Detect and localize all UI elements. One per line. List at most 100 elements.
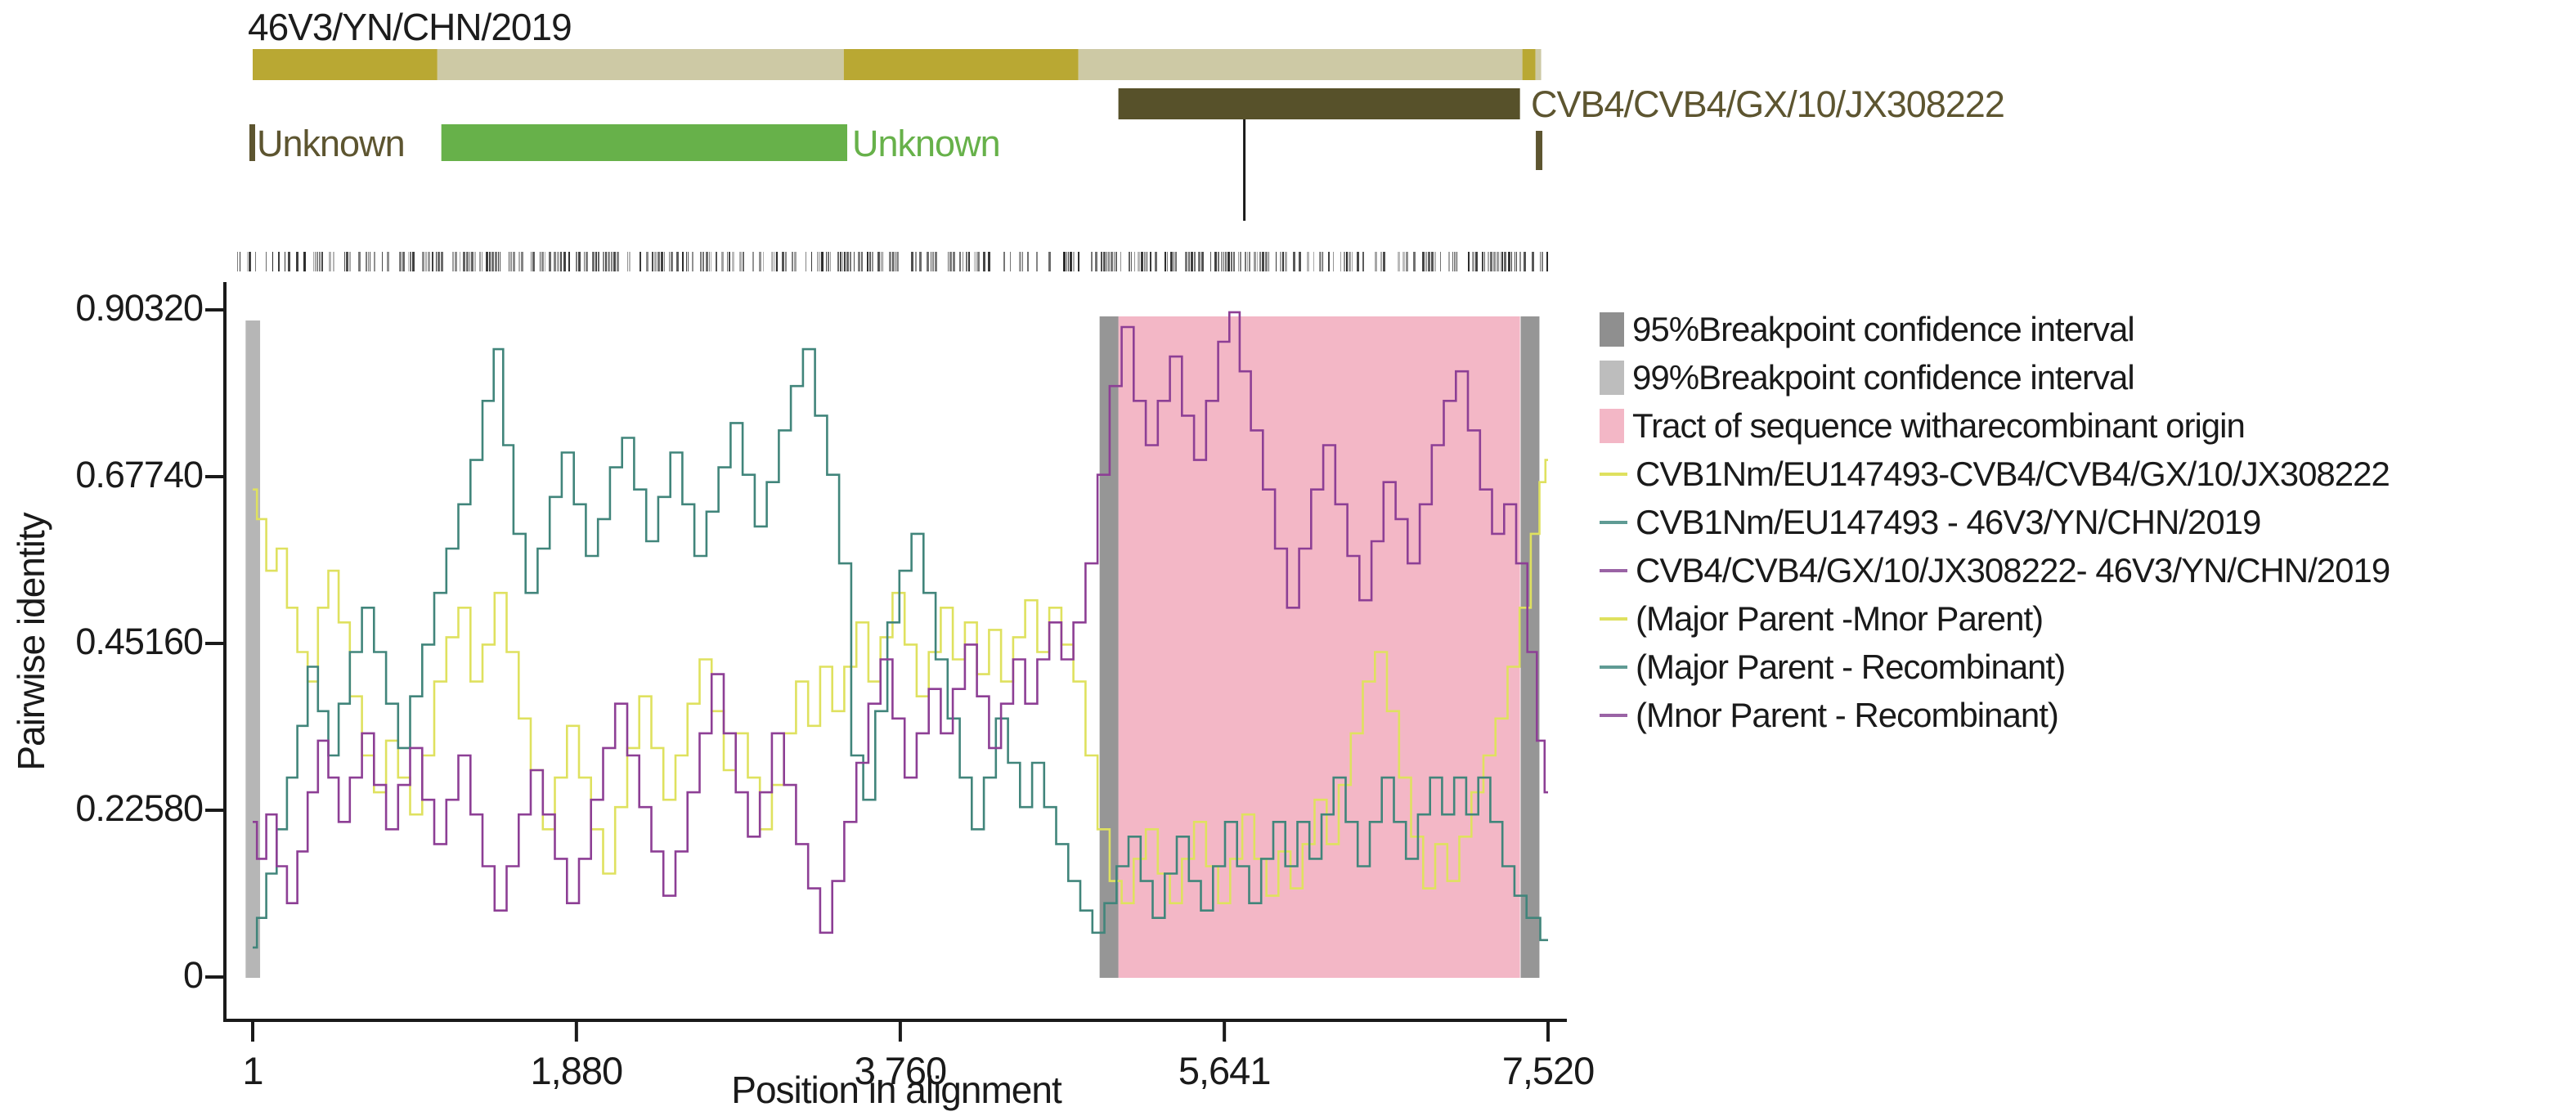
barcode-bar xyxy=(1268,252,1269,271)
barcode-bar xyxy=(700,252,702,271)
barcode-bar xyxy=(1223,252,1224,271)
legend: 95%Breakpoint confidence interval 99%Bre… xyxy=(1600,305,2390,739)
barcode-bar xyxy=(817,252,819,271)
barcode-bar xyxy=(603,252,604,271)
barcode-bar xyxy=(313,252,314,271)
barcode-bar xyxy=(1307,252,1309,271)
barcode-bar xyxy=(382,252,383,271)
barcode-bar xyxy=(915,252,917,271)
barcode-bar xyxy=(1454,252,1456,271)
barcode-bar xyxy=(959,252,961,271)
barcode-bar xyxy=(1448,252,1450,271)
barcode-bar xyxy=(1068,252,1069,271)
barcode-bar xyxy=(1091,252,1093,271)
x-tick-mark xyxy=(251,1022,254,1042)
barcode-bar xyxy=(1380,252,1382,271)
legend-item: (Major Parent -Mnor Parent) xyxy=(1600,594,2390,643)
barcode-bar xyxy=(495,252,497,271)
barcode-bar xyxy=(237,252,238,271)
barcode-bar xyxy=(1313,252,1314,271)
barcode-bar xyxy=(854,252,855,271)
barcode-bar xyxy=(319,252,321,271)
barcode-bar xyxy=(584,252,585,271)
barcode-bar xyxy=(1165,252,1166,271)
barcode-bar xyxy=(452,252,454,271)
barcode-bar xyxy=(932,252,934,271)
barcode-bar xyxy=(877,252,880,271)
barcode-bar xyxy=(1519,252,1521,271)
barcode-bar xyxy=(1138,252,1140,271)
barcode-bar xyxy=(436,252,437,271)
barcode-bar xyxy=(1066,252,1067,271)
barcode-bar xyxy=(1425,252,1427,271)
barcode-bar xyxy=(1262,252,1264,271)
barcode-bar xyxy=(549,252,551,271)
barcode-bar xyxy=(721,252,724,271)
legend-item: (Major Parent - Recombinant) xyxy=(1600,643,2390,691)
legend-item-label: (Major Parent - Recombinant) xyxy=(1636,647,2066,686)
barcode-bar xyxy=(1349,252,1351,271)
legend-item: 99%Breakpoint confidence interval xyxy=(1600,353,2390,401)
barcode-bar xyxy=(498,252,499,271)
barcode-bar xyxy=(840,252,841,271)
barcode-bar xyxy=(541,252,544,271)
barcode-bar xyxy=(850,252,851,271)
barcode-bar xyxy=(1247,252,1248,271)
barcode-bar xyxy=(1511,252,1512,271)
barcode-bar xyxy=(557,252,559,271)
barcode-bar xyxy=(911,252,913,271)
barcode-bar xyxy=(578,252,581,271)
barcode-bar xyxy=(1257,252,1258,271)
barcode-bar xyxy=(966,252,967,271)
barcode-bar xyxy=(1546,252,1548,271)
genome-segment xyxy=(437,49,844,80)
barcode-bar xyxy=(1233,252,1235,271)
barcode-bar xyxy=(1508,252,1510,271)
barcode-bar xyxy=(408,252,409,271)
barcode-bar xyxy=(1362,252,1364,271)
barcode-bar xyxy=(422,252,424,271)
barcode-bar xyxy=(1333,252,1334,271)
barcode-bar xyxy=(1352,252,1353,271)
x-tick-label: 5,641 xyxy=(1178,1049,1272,1092)
barcode-bar xyxy=(1340,252,1341,271)
barcode-bar xyxy=(837,252,839,271)
barcode-bar xyxy=(1003,252,1005,271)
barcode-bar xyxy=(1542,252,1543,271)
genome-segment xyxy=(843,49,1079,80)
barcode-bar xyxy=(774,252,775,271)
barcode-bar xyxy=(759,252,761,271)
barcode-bar xyxy=(1398,252,1400,271)
genome-segment xyxy=(1535,49,1542,80)
barcode-bar xyxy=(664,252,665,271)
major-minor-line-icon xyxy=(1600,472,1627,476)
barcode-bar xyxy=(1516,252,1517,271)
barcode-bar xyxy=(1344,252,1345,271)
identity-series-line xyxy=(253,347,1548,949)
legend-item-label: Tract of sequence witharecombinant origi… xyxy=(1632,406,2246,445)
barcode-bar xyxy=(489,252,491,271)
barcode-bar xyxy=(531,252,532,271)
barcode-bar xyxy=(1493,252,1496,271)
barcode-bar xyxy=(1019,252,1021,271)
barcode-bar xyxy=(560,252,562,271)
y-tick-label: 0.22580 xyxy=(75,787,204,829)
barcode-bar xyxy=(1150,252,1151,271)
barcode-bar xyxy=(1175,252,1177,271)
barcode-bar xyxy=(776,252,778,271)
barcode-bar xyxy=(598,252,599,271)
barcode-bar xyxy=(266,252,267,271)
barcode-bar xyxy=(706,252,708,271)
recombinant-region-bar xyxy=(1118,88,1520,119)
barcode-bar xyxy=(1240,252,1241,271)
barcode-bar xyxy=(935,252,937,271)
barcode-bar xyxy=(374,252,375,271)
barcode-bar xyxy=(586,252,588,271)
barcode-bar xyxy=(1497,252,1499,271)
barcode-bar xyxy=(1103,252,1106,271)
barcode-bar xyxy=(513,252,515,271)
barcode-bar xyxy=(1027,252,1029,271)
barcode-bar xyxy=(676,252,679,271)
